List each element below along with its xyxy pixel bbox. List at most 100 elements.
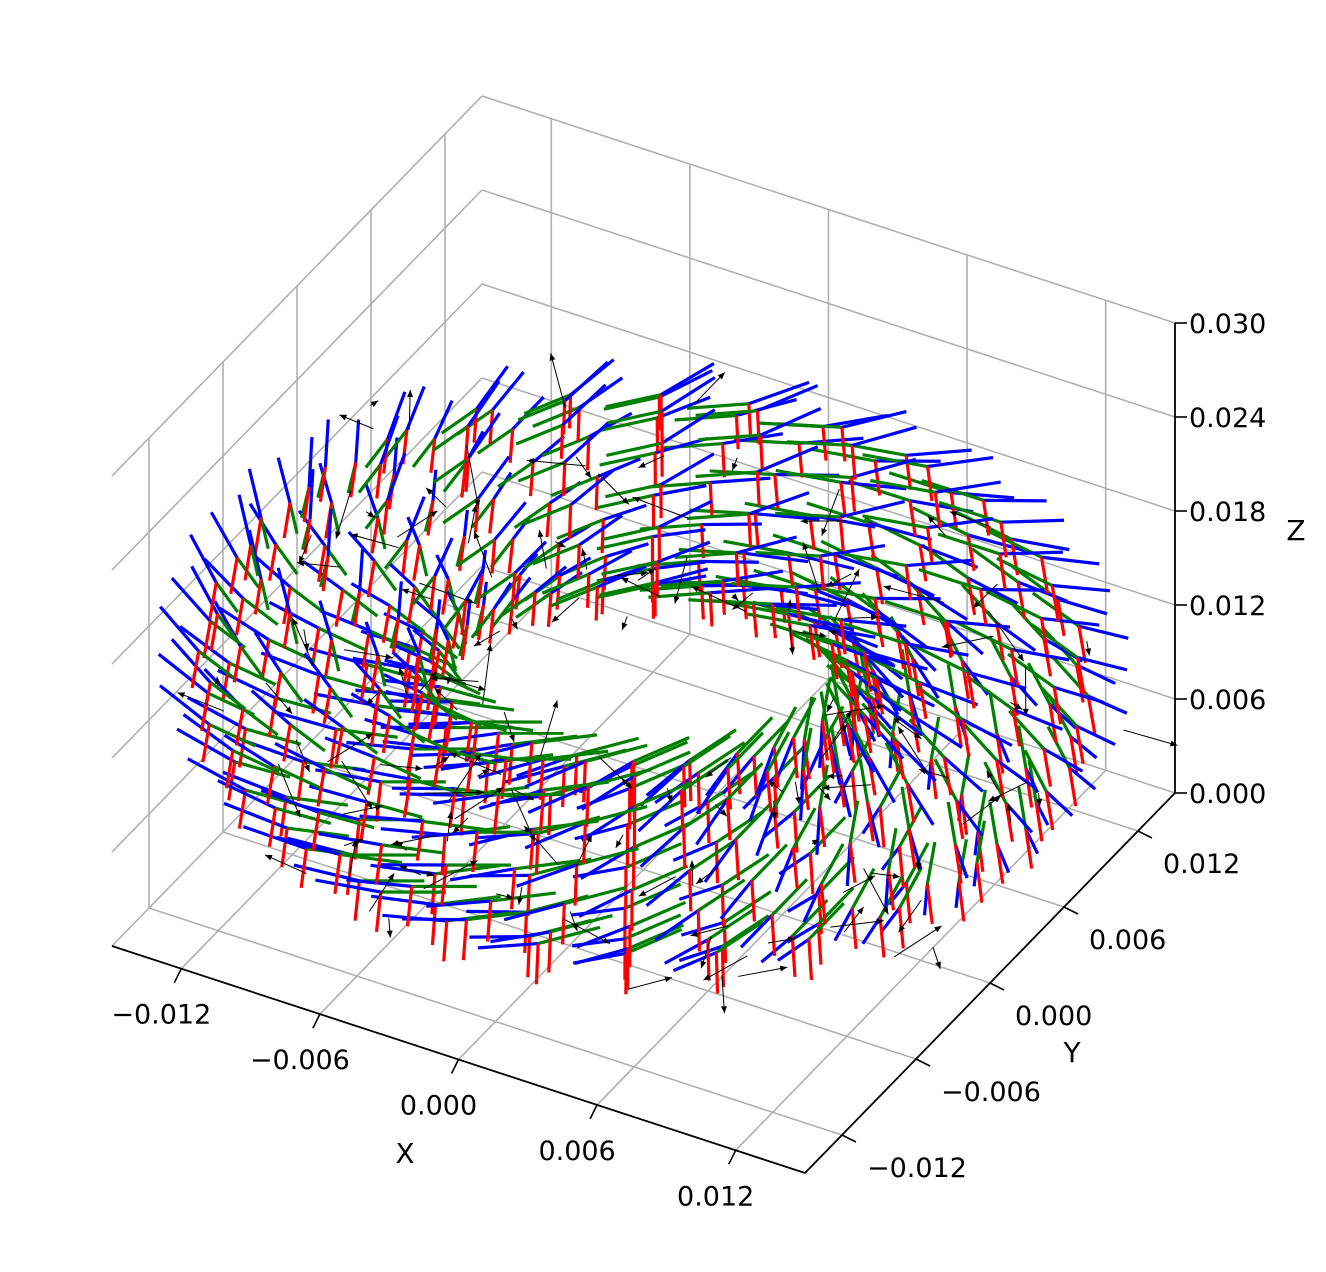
arrow-head: [918, 768, 927, 775]
frame-z-axis: [513, 540, 548, 575]
frame-z-axis: [346, 878, 412, 888]
quiver-arrow: [419, 582, 475, 604]
arrow-head: [374, 804, 383, 811]
arrow-head: [673, 595, 680, 604]
frame-triad: [648, 586, 771, 627]
frame-x-axis: [585, 574, 591, 608]
quiver-arrow: [1022, 666, 1029, 716]
frame-x-axis: [202, 682, 212, 720]
frame-y-axis: [955, 620, 1013, 651]
frame-y-axis: [599, 451, 656, 467]
frame-y-axis: [786, 472, 852, 480]
frame-y-axis: [686, 402, 749, 410]
frame-x-axis: [440, 864, 448, 906]
frame-z-axis: [223, 733, 275, 768]
frame-x-axis: [460, 600, 468, 636]
frame-z-axis: [863, 649, 928, 671]
frame-x-axis: [324, 639, 334, 676]
arrow-head: [615, 840, 622, 848]
frame-triad: [840, 552, 972, 601]
frame-z-axis: [276, 457, 292, 504]
frame-z-axis: [748, 491, 810, 516]
quiver-arrow: [327, 733, 374, 763]
frame-triad: [755, 706, 798, 796]
frame-triad: [686, 491, 810, 548]
frame-y-axis: [674, 551, 737, 560]
frame-x-axis: [895, 741, 906, 780]
frame-x-axis: [460, 463, 468, 498]
quiver-arrow: [368, 872, 395, 912]
arrow-shaft: [830, 920, 884, 928]
frame-triad: [432, 412, 501, 492]
frame-triad: [350, 692, 426, 754]
frame-y-axis: [848, 800, 860, 844]
frame-y-axis: [937, 532, 1001, 556]
frame-y-axis: [433, 661, 470, 691]
arrow-shaft: [350, 533, 399, 549]
arrow-head: [870, 614, 879, 621]
frame-x-axis: [862, 715, 873, 754]
arrow-head: [973, 601, 981, 609]
frame-y-axis: [965, 674, 1015, 711]
quiver-arrow: [449, 752, 502, 775]
arrow-head: [892, 873, 901, 879]
grid-lines: [111, 95, 1176, 1151]
frame-y-axis: [259, 578, 270, 611]
frame-x-axis: [334, 589, 345, 627]
quiver-arrow: [689, 860, 696, 886]
frame-z-axis: [237, 494, 253, 546]
quiver-arrow: [291, 617, 315, 667]
frame-z-axis: [1011, 647, 1070, 662]
frame-y-axis: [357, 463, 382, 494]
quiver-arrow: [430, 675, 479, 683]
frame-z-axis: [672, 840, 717, 862]
frame-y-axis: [627, 799, 684, 827]
frame-triad: [786, 457, 917, 512]
frame-z-axis: [943, 618, 984, 656]
arrow-shaft: [296, 562, 340, 568]
quiver-arrow: [731, 457, 738, 471]
frame-triad: [802, 630, 928, 687]
frame-x-axis: [224, 750, 235, 789]
quiver-arrow: [789, 624, 796, 655]
frame-z-axis: [604, 542, 649, 559]
frame-triad: [458, 599, 472, 661]
frame-z-axis: [477, 941, 539, 950]
quiver-arrow: [395, 840, 408, 851]
frame-triad: [158, 605, 235, 689]
arrow-head: [426, 870, 434, 877]
frame-y-axis: [752, 719, 791, 758]
quiver-arrow: [842, 875, 876, 893]
frame-x-axis: [459, 795, 466, 836]
arrow-head: [434, 687, 442, 695]
frame-y-axis: [680, 758, 729, 792]
frame-x-axis: [554, 543, 561, 578]
arrow-shaft: [820, 724, 848, 759]
arrow-head: [789, 647, 796, 655]
frame-y-axis: [388, 714, 426, 744]
frame-z-axis: [276, 835, 341, 857]
grid-line: [111, 95, 483, 477]
frame-y-axis: [886, 827, 898, 871]
quiver-arrow: [523, 825, 559, 866]
arrow-head: [986, 770, 993, 779]
frame-z-axis: [274, 742, 326, 771]
frame-x-axis: [412, 655, 422, 692]
arrow-shaft: [822, 784, 872, 789]
frame-z-axis: [209, 511, 239, 559]
frame-z-axis: [587, 549, 633, 576]
frame-x-axis: [202, 620, 212, 659]
arrow-shaft: [430, 677, 479, 683]
frame-y-axis: [550, 475, 598, 498]
arrow-head: [367, 511, 375, 518]
quiver-arrow: [407, 389, 414, 430]
frame-triad: [239, 737, 366, 802]
frame-z-axis: [408, 720, 472, 726]
arrow-head: [828, 629, 837, 636]
quiver-arrow: [177, 692, 224, 712]
frame-x-axis: [322, 687, 333, 725]
frame-y-axis: [791, 898, 829, 938]
frame-y-axis: [625, 927, 683, 955]
arrow-head: [800, 518, 808, 525]
